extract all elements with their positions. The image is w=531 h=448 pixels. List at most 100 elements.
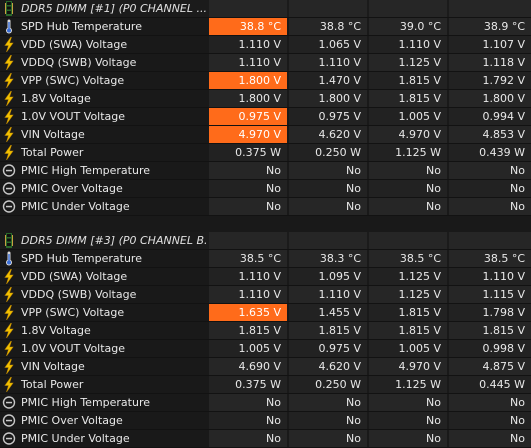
current-value: No <box>209 198 287 215</box>
group-header[interactable]: DDR5 DIMM [#3] (P0 CHANNEL B... <box>0 232 531 250</box>
bolt-icon <box>0 376 17 393</box>
sensor-row[interactable]: 1.0V VOUT Voltage 1.005 V 0.975 V 1.005 V 0.… <box>0 340 531 358</box>
minimum-value: 1.470 V <box>289 72 367 89</box>
maximum-value: 1.005 V <box>369 108 447 125</box>
bolt-icon <box>4 73 14 88</box>
sensor-row[interactable]: PMIC High Temperature No No No No <box>0 162 531 180</box>
sensor-row[interactable]: Total Power 0.375 W 0.250 W 1.125 W 0.445 W <box>0 376 531 394</box>
thermometer-icon <box>0 250 17 267</box>
sensor-label: PMIC High Temperature <box>21 164 151 177</box>
minimum-value: 1.110 V <box>289 286 367 303</box>
memory-module-icon <box>0 0 17 17</box>
sensor-label: VDD (SWA) Voltage <box>21 270 128 283</box>
group-title: DDR5 DIMM [#1] (P0 CHANNEL ... <box>21 2 207 15</box>
minimum-value: 4.620 V <box>289 358 367 375</box>
sensor-row[interactable]: PMIC Over Voltage No No No No <box>0 412 531 430</box>
bolt-icon <box>0 268 17 285</box>
sensor-row[interactable]: 1.8V Voltage 1.800 V 1.800 V 1.815 V 1.800 V <box>0 90 531 108</box>
status-circle-icon <box>0 180 17 197</box>
sensor-row[interactable]: PMIC Under Voltage No No No No <box>0 430 531 448</box>
sensor-row[interactable]: PMIC Under Voltage No No No No <box>0 198 531 216</box>
average-value: 4.875 V <box>449 358 531 375</box>
sensor-label: PMIC Under Voltage <box>21 432 130 445</box>
sensor-row[interactable]: VDD (SWA) Voltage 1.110 V 1.095 V 1.125 V 1.… <box>0 268 531 286</box>
minimum-value: 1.110 V <box>289 54 367 71</box>
bolt-icon <box>4 37 14 52</box>
current-value: 1.800 V <box>209 90 287 107</box>
current-value: 1.635 V <box>209 304 287 321</box>
minimum-value: 1.455 V <box>289 304 367 321</box>
minimum-value: No <box>289 430 367 447</box>
header-cell <box>449 0 531 17</box>
maximum-value: No <box>369 430 447 447</box>
sensor-label: VDD (SWA) Voltage <box>21 38 128 51</box>
minimum-value: No <box>289 412 367 429</box>
header-cell <box>369 232 447 249</box>
average-value: 0.998 V <box>449 340 531 357</box>
bolt-icon <box>4 145 14 160</box>
maximum-value: No <box>369 162 447 179</box>
sensor-label: VPP (SWC) Voltage <box>21 74 125 87</box>
minimum-value: No <box>289 180 367 197</box>
sensor-row[interactable]: VPP (SWC) Voltage 1.800 V 1.470 V 1.815 V 1.… <box>0 72 531 90</box>
bolt-icon <box>4 305 14 320</box>
current-value: 1.110 V <box>209 36 287 53</box>
current-value: No <box>209 430 287 447</box>
average-value: No <box>449 412 531 429</box>
sensor-row[interactable]: SPD Hub Temperature 38.5 °C 38.3 °C 38.5 °C… <box>0 250 531 268</box>
average-value: 1.792 V <box>449 72 531 89</box>
thermometer-icon <box>0 18 17 35</box>
average-value: No <box>449 180 531 197</box>
maximum-value: 1.815 V <box>369 72 447 89</box>
sensor-row[interactable]: 1.0V VOUT Voltage 0.975 V 0.975 V 1.005 V 0.… <box>0 108 531 126</box>
current-value: 38.8 °C <box>209 18 287 35</box>
minimum-value: 0.250 W <box>289 144 367 161</box>
maximum-value: 1.125 V <box>369 286 447 303</box>
average-value: No <box>449 198 531 215</box>
minimum-value: 0.975 V <box>289 340 367 357</box>
current-value: 0.375 W <box>209 144 287 161</box>
memory-module-icon <box>5 1 13 16</box>
maximum-value: No <box>369 394 447 411</box>
group-header[interactable]: DDR5 DIMM [#1] (P0 CHANNEL ... <box>0 0 531 18</box>
memory-module-icon <box>5 233 13 248</box>
bolt-icon <box>4 287 14 302</box>
bolt-icon <box>0 322 17 339</box>
bolt-icon <box>0 358 17 375</box>
sensor-label: 1.8V Voltage <box>21 324 91 337</box>
maximum-value: 1.005 V <box>369 340 447 357</box>
sensor-row[interactable]: Total Power 0.375 W 0.250 W 1.125 W 0.439 W <box>0 144 531 162</box>
sensor-row[interactable]: VIN Voltage 4.970 V 4.620 V 4.970 V 4.853 V <box>0 126 531 144</box>
current-value: No <box>209 412 287 429</box>
bolt-icon <box>0 108 17 125</box>
status-circle-icon <box>0 412 17 429</box>
sensor-label: SPD Hub Temperature <box>21 20 142 33</box>
maximum-value: 38.5 °C <box>369 250 447 267</box>
sensor-label: VIN Voltage <box>21 128 85 141</box>
average-value: 1.107 V <box>449 36 531 53</box>
status-circle-icon <box>2 182 16 195</box>
bolt-icon <box>0 286 17 303</box>
current-value: 4.690 V <box>209 358 287 375</box>
minimum-value: 38.8 °C <box>289 18 367 35</box>
maximum-value: No <box>369 198 447 215</box>
average-value: 38.9 °C <box>449 18 531 35</box>
sensor-row[interactable]: VIN Voltage 4.690 V 4.620 V 4.970 V 4.875 V <box>0 358 531 376</box>
bolt-icon <box>0 36 17 53</box>
sensor-label: PMIC Over Voltage <box>21 182 123 195</box>
sensor-row[interactable]: VDD (SWA) Voltage 1.110 V 1.065 V 1.110 V 1.… <box>0 36 531 54</box>
sensor-row[interactable]: PMIC High Temperature No No No No <box>0 394 531 412</box>
sensor-row[interactable]: VPP (SWC) Voltage 1.635 V 1.455 V 1.815 V 1.… <box>0 304 531 322</box>
sensor-row[interactable]: PMIC Over Voltage No No No No <box>0 180 531 198</box>
status-circle-icon <box>0 394 17 411</box>
sensor-row[interactable]: SPD Hub Temperature 38.8 °C 38.8 °C 39.0 °C… <box>0 18 531 36</box>
header-cell <box>289 0 367 17</box>
sensor-group: DDR5 DIMM [#1] (P0 CHANNEL ... SPD Hub Te… <box>0 0 531 216</box>
bolt-icon <box>0 54 17 71</box>
sensor-row[interactable]: 1.8V Voltage 1.815 V 1.815 V 1.815 V 1.815 V <box>0 322 531 340</box>
maximum-value: No <box>369 180 447 197</box>
minimum-value: 0.250 W <box>289 376 367 393</box>
status-circle-icon <box>2 164 16 177</box>
